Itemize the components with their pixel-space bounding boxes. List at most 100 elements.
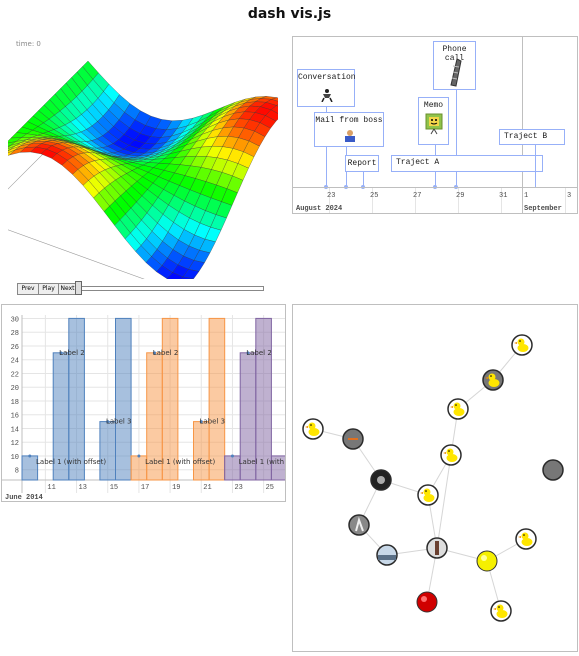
memo-face-icon bbox=[425, 113, 443, 135]
play-button[interactable]: Play bbox=[38, 283, 59, 295]
duck-head bbox=[453, 402, 461, 410]
edge bbox=[436, 454, 452, 549]
label-point bbox=[230, 454, 234, 458]
y-tick-label: 16 bbox=[11, 413, 19, 421]
bar bbox=[270, 455, 285, 481]
duck-beak bbox=[305, 426, 308, 428]
duck-body bbox=[423, 494, 435, 502]
page-title: dash vis.js bbox=[247, 6, 332, 22]
x-major-label: June 2014 bbox=[5, 494, 43, 502]
tick-label: 27 bbox=[413, 192, 422, 200]
tick-label: 25 bbox=[370, 192, 379, 200]
data-label: Label 1 (with o bbox=[239, 458, 286, 466]
node-mark bbox=[378, 555, 396, 560]
timeline-item-project-a[interactable]: Traject A bbox=[391, 155, 543, 172]
duck-beak bbox=[443, 452, 446, 454]
node-highlight bbox=[421, 596, 427, 602]
duck-eye bbox=[498, 606, 500, 608]
duck-node-icon bbox=[482, 369, 504, 391]
data-label: Label 2 bbox=[59, 349, 85, 357]
timeline-item-report[interactable]: Report bbox=[345, 155, 379, 172]
bar bbox=[68, 317, 85, 481]
y-tick-label: 26 bbox=[11, 344, 19, 352]
y-tick-label: 12 bbox=[11, 440, 19, 448]
duck-node-icon bbox=[302, 418, 324, 440]
time-slider-thumb[interactable] bbox=[75, 281, 82, 295]
duck-body bbox=[446, 454, 458, 462]
bar bbox=[208, 317, 226, 481]
time-slider-track[interactable] bbox=[76, 286, 264, 291]
item-line bbox=[363, 172, 364, 187]
y-tick-label: 14 bbox=[11, 426, 19, 434]
prev-button[interactable]: Prev bbox=[17, 283, 39, 295]
grid-line bbox=[501, 187, 502, 213]
y-tick-label: 28 bbox=[11, 330, 19, 338]
data-label: Label 3 bbox=[199, 418, 225, 426]
duck-eye bbox=[310, 424, 312, 426]
x-tick-label: 13 bbox=[79, 484, 87, 492]
data-label: Label 2 bbox=[246, 349, 272, 357]
duck-node-icon bbox=[511, 334, 533, 356]
duck-head bbox=[488, 373, 496, 381]
bar bbox=[161, 317, 179, 481]
duck-eye bbox=[523, 534, 525, 536]
grid-line bbox=[415, 187, 416, 213]
y-tick-label: 30 bbox=[11, 316, 19, 324]
duck-head bbox=[446, 448, 454, 456]
node-mark bbox=[435, 541, 439, 555]
duck-node-icon bbox=[440, 444, 462, 466]
timeline-item-memo[interactable]: Memo bbox=[418, 97, 449, 145]
data-label: Label 3 bbox=[106, 418, 132, 426]
duck-node-icon bbox=[490, 600, 512, 622]
duck-body bbox=[517, 344, 529, 352]
node-mark bbox=[377, 476, 385, 484]
duck-head bbox=[423, 488, 431, 496]
item-line bbox=[326, 107, 327, 187]
timeline-item-mail[interactable]: Mail from boss bbox=[314, 112, 384, 147]
duck-eye bbox=[448, 450, 450, 452]
bar bbox=[115, 317, 132, 481]
mail-person-icon bbox=[345, 130, 355, 142]
duck-node-icon bbox=[417, 484, 439, 506]
timeline-panel[interactable]: Conversation Mail from boss Report Memo … bbox=[292, 36, 578, 214]
label-point bbox=[137, 454, 141, 458]
graph3d-panel[interactable]: time: 0 Prev Play Next bbox=[8, 34, 278, 296]
y-tick-label: 8 bbox=[15, 468, 19, 476]
graph2d-panel[interactable]: 30 28 26 24 22 20 18 16 14 12 10 8 11 13 15 17 19 21 23 25 J… bbox=[1, 304, 286, 502]
yellow-node-icon bbox=[476, 550, 498, 572]
bar bbox=[99, 421, 117, 481]
timeline-item-phone[interactable]: Phone call bbox=[433, 41, 476, 90]
red-node-icon bbox=[416, 591, 438, 613]
bar-chart[interactable]: 30 28 26 24 22 20 18 16 14 12 10 8 11 13 15 17 19 21 23 25 J… bbox=[2, 305, 286, 502]
x-tick-label: 19 bbox=[172, 484, 180, 492]
duck-eye bbox=[519, 340, 521, 342]
duck-eye bbox=[425, 490, 427, 492]
network-panel[interactable] bbox=[292, 304, 578, 652]
x-tick-label: 17 bbox=[141, 484, 149, 492]
data-label: Label 1 (with offset) bbox=[145, 458, 215, 466]
duck-beak bbox=[420, 492, 423, 494]
x-tick-label: 11 bbox=[47, 484, 55, 492]
time-label: time: 0 bbox=[16, 40, 41, 48]
duck-body bbox=[308, 428, 320, 436]
timeline-item-conversation[interactable]: Conversation bbox=[297, 69, 356, 107]
timeline-item-project-b[interactable]: Traject B bbox=[499, 129, 565, 145]
duck-beak bbox=[518, 536, 521, 538]
node-highlight bbox=[481, 555, 487, 561]
grid-line bbox=[565, 187, 566, 213]
next-button[interactable]: Next bbox=[58, 283, 77, 295]
surface-mesh bbox=[8, 60, 278, 279]
photo-node-icon bbox=[348, 514, 370, 536]
duck-body bbox=[488, 379, 500, 387]
bar bbox=[255, 317, 272, 481]
node-mark bbox=[355, 516, 364, 532]
surface-plot[interactable] bbox=[8, 34, 278, 279]
label-point bbox=[199, 420, 203, 424]
data-label: Label 1 (with offset) bbox=[36, 458, 106, 466]
surface-cell bbox=[276, 104, 278, 107]
label-point bbox=[246, 351, 250, 355]
y-tick-label: 22 bbox=[11, 371, 19, 379]
timeline-axis bbox=[293, 187, 577, 188]
label-point bbox=[28, 454, 32, 458]
network-graph[interactable] bbox=[293, 305, 578, 652]
